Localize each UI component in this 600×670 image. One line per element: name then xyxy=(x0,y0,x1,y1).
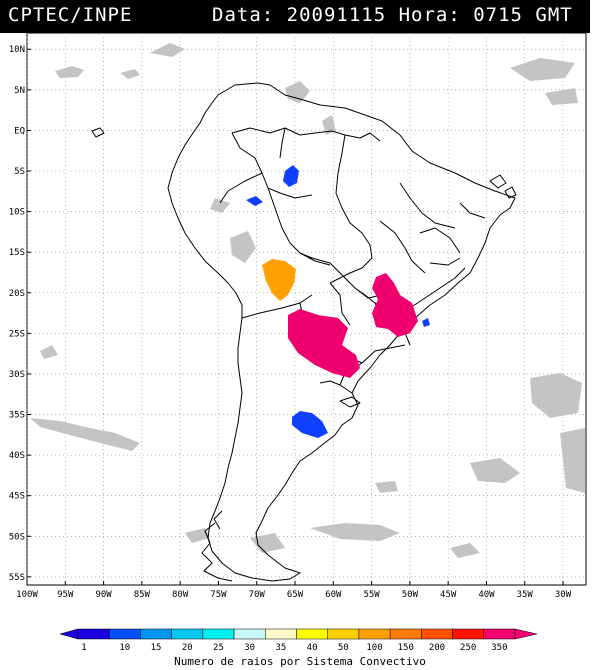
latitude-tick-label: 35S xyxy=(9,411,25,421)
longitude-tick-label: 85W xyxy=(134,590,151,600)
longitude-tick-label: 80W xyxy=(172,590,189,600)
tierra-del-fuego-fjords xyxy=(201,510,233,582)
legend-swatch xyxy=(202,628,235,640)
legend-tick-label: 30 xyxy=(244,643,255,653)
datetime-label: Data: 20091115 Hora: 0715 GMT xyxy=(212,4,573,26)
system-blue-peru xyxy=(246,196,263,206)
legend-title: Numero de raios por Sistema Convectivo xyxy=(174,655,426,668)
latitude-tick-label: 20S xyxy=(9,289,25,299)
legend-tick-label: 100 xyxy=(366,643,382,653)
latitude-tick-label: 25S xyxy=(9,329,25,339)
legend-tick-label: 350 xyxy=(491,643,507,653)
legend-swatch xyxy=(452,628,485,640)
legend-swatch xyxy=(265,628,297,640)
falkland-islands xyxy=(339,396,361,408)
galapagos xyxy=(91,127,105,138)
longitude-tick-label: 65W xyxy=(287,590,304,600)
latitude-tick-label: 30S xyxy=(9,370,25,380)
longitude-tick-label: 30W xyxy=(555,590,572,600)
legend-tick-label: 10 xyxy=(119,643,130,653)
legend-swatch xyxy=(389,628,422,640)
latitude-tick-label: 50S xyxy=(9,532,25,542)
cloud-cover xyxy=(30,43,585,558)
grid-lines xyxy=(26,33,586,585)
legend-tick-label: 50 xyxy=(338,643,349,653)
legend-tick-label: 35 xyxy=(275,643,286,653)
latitude-tick-label: 55S xyxy=(9,573,25,583)
longitude-tick-label: 50W xyxy=(402,590,419,600)
longitude-tick-label: 95W xyxy=(57,590,74,600)
color-legend: 1 10 15 20 25 30 35 40 50 100 150 200 250 350 Numero … xyxy=(59,628,538,668)
legend-tick-label: 40 xyxy=(307,643,318,653)
legend-swatch xyxy=(421,628,453,640)
legend-tick-label: 200 xyxy=(429,643,445,653)
legend-tick-label: 15 xyxy=(151,643,162,653)
latitude-tick-label: 45S xyxy=(9,492,25,502)
system-magenta-brazil xyxy=(372,273,418,337)
cape-verde-islands xyxy=(489,174,517,199)
legend-arrow-right xyxy=(514,628,538,640)
latitude-tick-label: 10S xyxy=(9,208,25,218)
legend-swatch xyxy=(233,628,266,640)
legend-colorbar xyxy=(59,628,538,640)
latitude-tick-label: 5N xyxy=(14,86,25,96)
longitude-labels: 100W 95W 90W 85W 80W 75W 70W 65W 60W 55W 50W 45W 40W… xyxy=(16,581,572,600)
longitude-tick-label: 40W xyxy=(478,590,495,600)
system-magenta-paraguay xyxy=(288,309,360,378)
legend-tick-labels: 1 10 15 20 25 30 35 40 50 100 150 200 250 350 xyxy=(81,643,507,653)
latitude-tick-label: 5S xyxy=(14,167,25,177)
system-blue-argentina xyxy=(292,411,328,438)
longitude-tick-label: 35W xyxy=(517,590,534,600)
latitude-labels: 10N 5N EQ 5S 10S 15S 20S 25S 30S 35S 40S 45S 50S 55S xyxy=(9,45,31,583)
longitude-tick-label: 70W xyxy=(249,590,266,600)
legend-swatch xyxy=(140,628,172,640)
latitude-tick-label: EQ xyxy=(14,126,25,136)
legend-tick-label: 25 xyxy=(213,643,224,653)
legend-swatch xyxy=(483,628,516,640)
system-blue-small xyxy=(422,318,430,327)
legend-swatch xyxy=(108,628,141,640)
longitude-tick-label: 55W xyxy=(363,590,380,600)
legend-tick-label: 20 xyxy=(182,643,193,653)
system-orange-bolivia xyxy=(262,259,296,301)
source-label: CPTEC/INPE xyxy=(8,4,133,26)
legend-swatch xyxy=(77,628,110,640)
legend-tick-label: 250 xyxy=(460,643,476,653)
legend-tick-label: 1 xyxy=(81,643,86,653)
latitude-tick-label: 40S xyxy=(9,451,25,461)
longitude-tick-label: 100W xyxy=(16,590,38,600)
lightning-map: 10N5NEQ5S10S15S20S25S30S35S40S45S50S55S … xyxy=(9,33,587,600)
legend-swatch xyxy=(296,628,328,640)
longitude-tick-label: 75W xyxy=(210,590,227,600)
legend-tick-label: 150 xyxy=(398,643,414,653)
system-blue-amazon xyxy=(283,165,299,187)
longitude-tick-label: 60W xyxy=(325,590,342,600)
legend-arrow-left xyxy=(59,628,79,640)
convective-systems xyxy=(246,165,430,438)
longitude-tick-label: 90W xyxy=(95,590,112,600)
legend-swatch xyxy=(327,628,360,640)
longitude-tick-label: 45W xyxy=(440,590,457,600)
latitude-tick-label: 10N xyxy=(9,45,25,55)
map-frame xyxy=(26,33,587,586)
latitude-tick-label: 15S xyxy=(9,248,25,258)
legend-swatch xyxy=(171,628,204,640)
header-bar: CPTEC/INPE Data: 20091115 Hora: 0715 GMT xyxy=(0,0,590,33)
south-america-coastline xyxy=(167,82,516,582)
legend-swatch xyxy=(358,628,391,640)
